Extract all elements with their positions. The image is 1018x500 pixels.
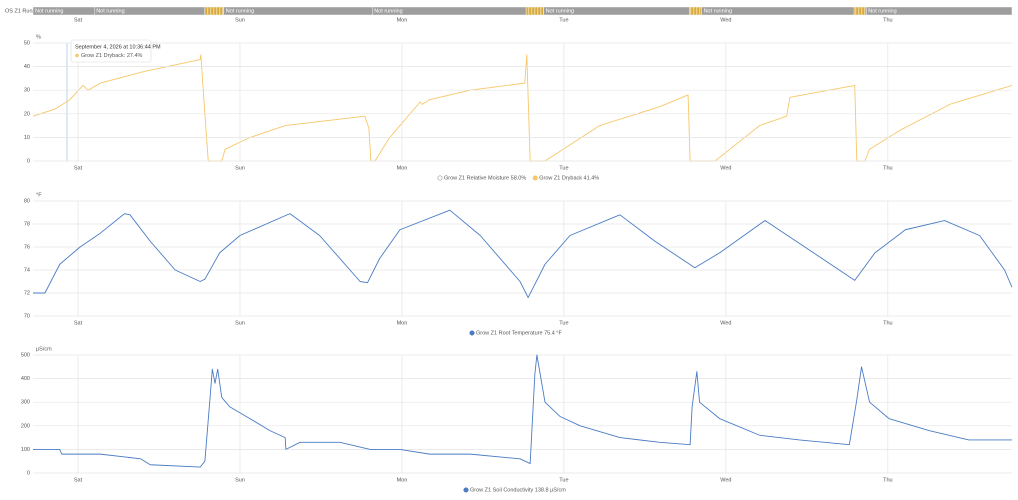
y-tick-label: 30 bbox=[24, 88, 30, 94]
x-tick-label: Sun bbox=[235, 477, 245, 483]
tooltip-text: Grow Z1 Dryback: 27.4% bbox=[81, 53, 143, 59]
y-tick-label: 78 bbox=[24, 221, 30, 227]
x-tick-label: Wed bbox=[720, 477, 731, 483]
y-tick-label: 50 bbox=[24, 40, 30, 46]
x-tick-label: Sat bbox=[74, 165, 83, 171]
y-tick-label: 10 bbox=[24, 135, 30, 141]
x-tick-label: Thu bbox=[883, 165, 892, 171]
timeline-segment-label: Not running bbox=[226, 8, 254, 14]
y-tick-label: 40 bbox=[24, 64, 30, 70]
x-tick-label: Thu bbox=[883, 477, 892, 483]
timeline-x-label: Wed bbox=[720, 17, 731, 23]
y-tick-label: 80 bbox=[24, 198, 30, 204]
x-tick-label: Tue bbox=[559, 165, 568, 171]
x-tick-label: Tue bbox=[559, 320, 568, 326]
tooltip-marker bbox=[75, 53, 79, 58]
timeline-stripes bbox=[526, 7, 544, 15]
legend-marker bbox=[437, 175, 443, 181]
y-unit: °F bbox=[36, 192, 42, 198]
y-tick-label: 500 bbox=[21, 352, 30, 358]
y-tick-label: 72 bbox=[24, 290, 30, 296]
legend-label: Grow Z1 Dryback 41.4% bbox=[539, 175, 599, 181]
x-tick-label: Mon bbox=[397, 477, 408, 483]
y-tick-label: 200 bbox=[21, 423, 30, 429]
timeline-segment-label: Not running bbox=[374, 8, 402, 14]
legend-marker bbox=[532, 175, 538, 181]
x-tick-label: Sun bbox=[235, 320, 245, 326]
tooltip-box bbox=[70, 39, 152, 63]
x-tick-label: Wed bbox=[720, 320, 731, 326]
data-line bbox=[32, 54, 1013, 162]
y-tick-label: 0 bbox=[27, 470, 30, 476]
x-tick-label: Sat bbox=[74, 320, 83, 326]
timeline-segment-label: Not running bbox=[546, 8, 574, 14]
tooltip: September 4, 2026 at 10:36:44 PM Grow Z1… bbox=[70, 39, 161, 63]
timeline-segment-label: Not running bbox=[96, 8, 124, 14]
legend-marker bbox=[463, 487, 469, 493]
x-tick-label: Sat bbox=[74, 477, 83, 483]
timeline-stripes bbox=[689, 7, 702, 15]
x-tick-label: Wed bbox=[720, 165, 731, 171]
timeline-stripes bbox=[854, 7, 867, 15]
timeline-segment-label: Not running bbox=[868, 8, 896, 14]
x-tick-label: Mon bbox=[397, 165, 408, 171]
legend-label: Grow Z1 Relative Moisture 58.0% bbox=[444, 175, 526, 181]
x-tick-label: Mon bbox=[397, 320, 408, 326]
y-tick-label: 400 bbox=[21, 376, 30, 382]
timeline-x-label: Sat bbox=[74, 17, 83, 23]
timeline-x-label: Mon bbox=[397, 17, 408, 23]
timeline-x-label: Tue bbox=[559, 17, 568, 23]
legend-marker bbox=[469, 330, 475, 336]
timeline-segment-label: Not running bbox=[704, 8, 732, 14]
x-tick-label: Tue bbox=[559, 477, 568, 483]
data-line bbox=[33, 354, 1012, 468]
legend-label: Grow Z1 Root Temperature 75.4 °F bbox=[476, 330, 562, 336]
timeline-x-label: Thu bbox=[883, 17, 892, 23]
x-tick-label: Thu bbox=[883, 320, 892, 326]
timeline-x-label: Sun bbox=[235, 17, 245, 23]
y-tick-label: 76 bbox=[24, 244, 30, 250]
x-tick-label: Sun bbox=[235, 165, 245, 171]
tooltip-title: September 4, 2026 at 10:36:44 PM bbox=[75, 44, 161, 50]
y-tick-label: 70 bbox=[24, 313, 30, 319]
y-unit: % bbox=[36, 34, 41, 40]
timeline-segment bbox=[866, 6, 1013, 16]
y-unit: µS/cm bbox=[36, 346, 52, 352]
legend-label: Grow Z1 Soil Conductivity 138.8 µS/cm bbox=[470, 487, 566, 493]
y-tick-label: 300 bbox=[21, 400, 30, 406]
y-tick-label: 74 bbox=[24, 267, 30, 273]
data-line bbox=[33, 209, 1013, 299]
y-tick-label: 20 bbox=[24, 111, 30, 117]
timeline-stripes bbox=[204, 7, 224, 15]
timeline-segment-label: Not running bbox=[35, 8, 63, 14]
timeline-label: OS Z1 Running bbox=[5, 8, 43, 14]
y-tick-label: 100 bbox=[21, 447, 30, 453]
y-tick-label: 0 bbox=[27, 158, 30, 164]
